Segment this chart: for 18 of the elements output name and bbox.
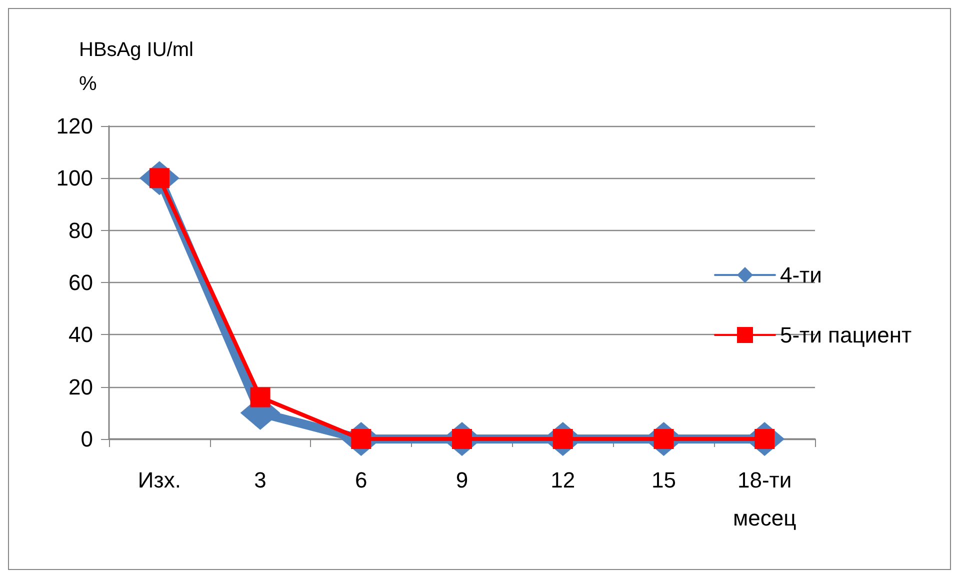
y-tick-label: 60 bbox=[68, 270, 93, 295]
x-tick-label: 18-ти месец bbox=[732, 468, 797, 530]
x-tick-label: Изх. bbox=[138, 468, 181, 492]
y-tick-label: 80 bbox=[68, 218, 93, 243]
x-tick-label: 12 bbox=[550, 468, 576, 492]
legend-label: 4-ти bbox=[780, 262, 822, 288]
legend-label: 5-ти пациент bbox=[780, 322, 912, 348]
x-tick-label: 15 bbox=[651, 468, 676, 492]
y-tick-label: 0 bbox=[80, 426, 93, 452]
y-tick-label: 120 bbox=[56, 114, 93, 138]
y-axis-title: HBsAg IU/ml % bbox=[79, 39, 194, 95]
x-tick-label: 3 bbox=[254, 468, 266, 492]
y-tick-label: 100 bbox=[56, 166, 93, 191]
point bbox=[250, 387, 270, 408]
x-tick-label: 6 bbox=[355, 468, 368, 492]
x-tick-label: 9 bbox=[456, 468, 468, 492]
y-tick-label: 20 bbox=[68, 374, 93, 400]
y-tick-label: 40 bbox=[68, 322, 93, 348]
